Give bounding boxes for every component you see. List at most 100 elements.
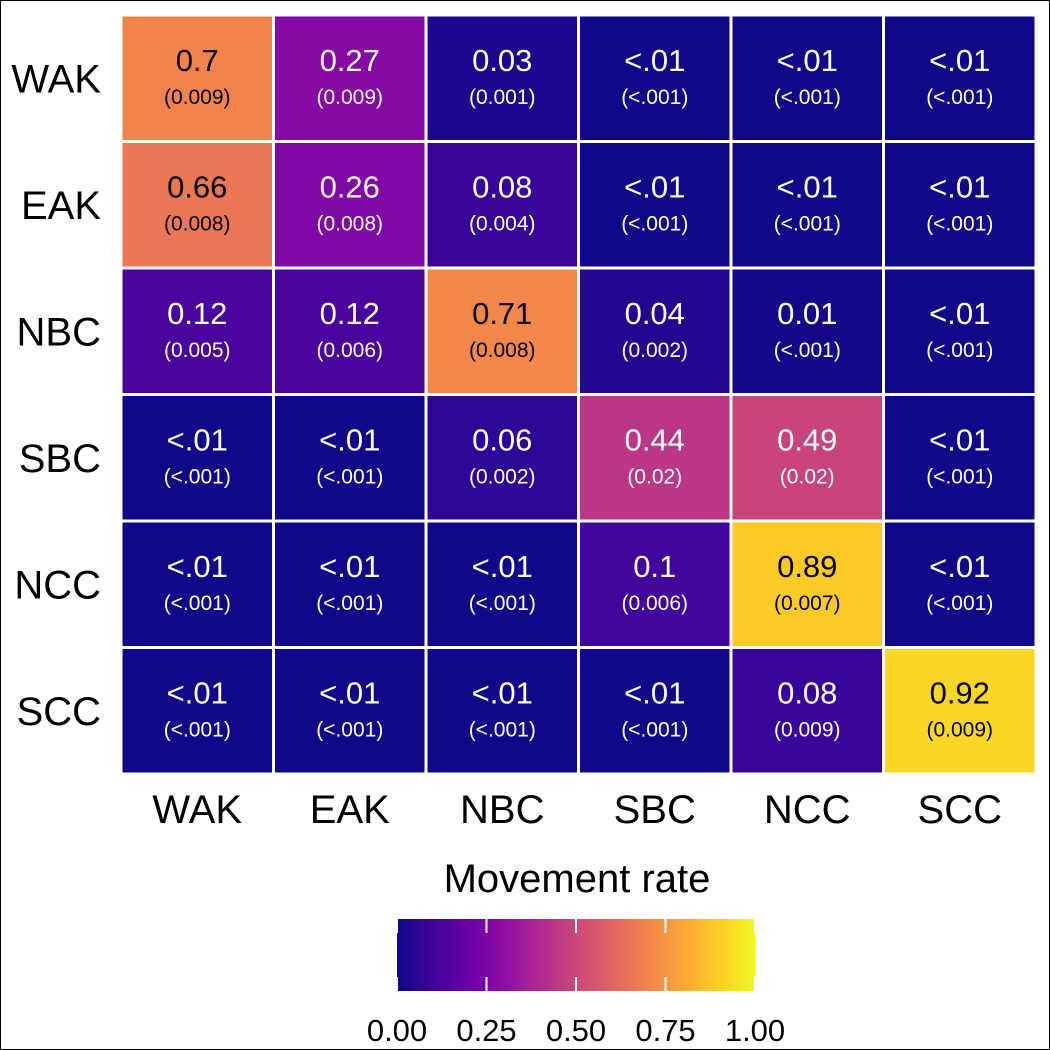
cell-SBC-SBC: 0.44 (0.02): [577, 393, 733, 523]
cell-se-label: (<.001): [926, 592, 993, 615]
heatmap-cell: [272, 646, 428, 776]
cell-NBC-SBC: 0.04 (0.002): [577, 266, 733, 396]
cell-EAK-NCC: <.01 (<.001): [729, 140, 885, 270]
cell-SCC-NCC: 0.08 (0.009): [729, 646, 885, 776]
row-label-ncc: NCC: [14, 563, 101, 607]
column-label-wak: WAK: [152, 788, 242, 832]
heatmap-cell: [577, 519, 733, 649]
cell-se-label: (0.008): [469, 339, 536, 362]
heatmap-cells: 0.7 (0.009) 0.27 (0.009) 0.03 (0.001) <.01 (<.0…: [119, 13, 1038, 776]
row-label-eak: EAK: [21, 184, 101, 228]
heatmap-cell: [577, 393, 733, 523]
heatmap-cell: [119, 519, 275, 649]
cell-value-label: <.01: [929, 423, 990, 458]
heatmap-cell: [882, 13, 1038, 143]
cell-NCC-EAK: <.01 (<.001): [272, 519, 428, 649]
colorbar-tick-label: 0.50: [546, 1013, 606, 1048]
column-label-scc: SCC: [918, 788, 1002, 832]
cell-value-label: 0.01: [777, 296, 837, 331]
cell-se-label: (0.004): [469, 213, 536, 236]
heatmap-cell: [272, 266, 428, 396]
cell-value-label: 0.08: [777, 676, 837, 711]
heatmap-cell: [882, 140, 1038, 270]
cell-se-label: (0.009): [164, 86, 231, 109]
cell-NCC-NBC: <.01 (<.001): [424, 519, 580, 649]
heatmap-cell: [119, 140, 275, 270]
cell-SCC-NBC: <.01 (<.001): [424, 646, 580, 776]
heatmap-cell: [729, 266, 885, 396]
cell-value-label: <.01: [624, 676, 685, 711]
cell-se-label: (0.006): [621, 592, 688, 615]
cell-se-label: (<.001): [774, 86, 841, 109]
cell-WAK-EAK: 0.27 (0.009): [272, 13, 428, 143]
heatmap-cell: [882, 393, 1038, 523]
cell-se-label: (<.001): [926, 466, 993, 489]
cell-WAK-NCC: <.01 (<.001): [729, 13, 885, 143]
heatmap-cell: [577, 646, 733, 776]
heatmap-cell: [882, 519, 1038, 649]
cell-NBC-NCC: 0.01 (<.001): [729, 266, 885, 396]
cell-se-label: (0.009): [774, 719, 841, 742]
cell-SBC-EAK: <.01 (<.001): [272, 393, 428, 523]
cell-se-label: (<.001): [316, 719, 383, 742]
cell-se-label: (<.001): [164, 592, 231, 615]
cell-se-label: (<.001): [164, 466, 231, 489]
cell-se-label: (<.001): [926, 213, 993, 236]
cell-value-label: 0.1: [633, 549, 676, 584]
colorbar-tick-label: 0.00: [367, 1013, 427, 1048]
cell-EAK-WAK: 0.66 (0.008): [119, 140, 275, 270]
colorbar-tick-label: 1.00: [725, 1013, 785, 1048]
cell-se-label: (<.001): [316, 466, 383, 489]
cell-value-label: <.01: [624, 170, 685, 205]
cell-se-label: (<.001): [621, 719, 688, 742]
cell-NCC-SCC: <.01 (<.001): [882, 519, 1038, 649]
heatmap-cell: [424, 266, 580, 396]
column-label-nbc: NBC: [460, 788, 544, 832]
cell-value-label: 0.92: [930, 676, 990, 711]
heatmap-cell: [119, 646, 275, 776]
heatmap-cell: [119, 393, 275, 523]
cell-se-label: (<.001): [774, 213, 841, 236]
cell-se-label: (<.001): [926, 339, 993, 362]
cell-WAK-SBC: <.01 (<.001): [577, 13, 733, 143]
row-label-wak: WAK: [11, 57, 101, 101]
cell-SCC-EAK: <.01 (<.001): [272, 646, 428, 776]
cell-WAK-SCC: <.01 (<.001): [882, 13, 1038, 143]
cell-NBC-NBC: 0.71 (0.008): [424, 266, 580, 396]
cell-value-label: <.01: [777, 43, 838, 78]
cell-se-label: (<.001): [469, 592, 536, 615]
cell-EAK-SCC: <.01 (<.001): [882, 140, 1038, 270]
heatmap-cell: [729, 393, 885, 523]
cell-value-label: <.01: [929, 170, 990, 205]
heatmap-cell: [882, 646, 1038, 776]
cell-value-label: 0.66: [167, 170, 227, 205]
column-label-eak: EAK: [310, 788, 390, 832]
cell-NCC-WAK: <.01 (<.001): [119, 519, 275, 649]
cell-value-label: 0.04: [625, 296, 685, 331]
cell-value-label: 0.49: [777, 423, 837, 458]
row-label-scc: SCC: [17, 690, 101, 734]
cell-se-label: (<.001): [774, 339, 841, 362]
row-label-sbc: SBC: [19, 437, 101, 481]
cell-value-label: 0.06: [472, 423, 532, 458]
colorbar-tick-label: 0.75: [635, 1013, 695, 1048]
row-label-nbc: NBC: [17, 310, 101, 354]
cell-EAK-NBC: 0.08 (0.004): [424, 140, 580, 270]
heatmap-cell: [577, 13, 733, 143]
cell-se-label: (<.001): [926, 86, 993, 109]
colorbar-legend: Movement rate 0.00 0.25 0.50 0.75 1.00: [367, 857, 785, 1048]
heatmap-cell: [424, 519, 580, 649]
colorbar-tick-label: 0.25: [456, 1013, 516, 1048]
heatmap-cell: [577, 266, 733, 396]
cell-SCC-SCC: 0.92 (0.009): [882, 646, 1038, 776]
cell-EAK-SBC: <.01 (<.001): [577, 140, 733, 270]
cell-SCC-WAK: <.01 (<.001): [119, 646, 275, 776]
heatmap-cell: [119, 13, 275, 143]
cell-se-label: (0.007): [774, 592, 841, 615]
column-label-sbc: SBC: [614, 788, 696, 832]
cell-se-label: (0.009): [316, 86, 383, 109]
cell-SBC-SCC: <.01 (<.001): [882, 393, 1038, 523]
cell-value-label: <.01: [929, 43, 990, 78]
